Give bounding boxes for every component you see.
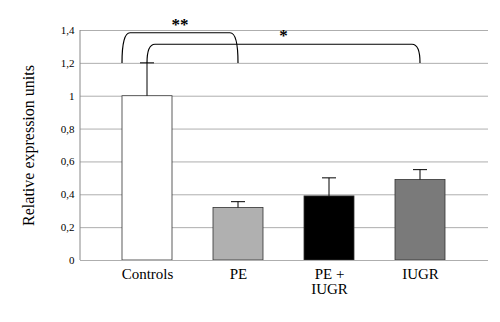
svg-text:0,8: 0,8 (61, 123, 75, 135)
svg-text:1,2: 1,2 (61, 57, 75, 69)
svg-text:0: 0 (69, 254, 75, 266)
svg-text:1,4: 1,4 (61, 24, 75, 36)
svg-text:Relative expression units: Relative expression units (20, 65, 38, 226)
svg-text:0,6: 0,6 (61, 155, 75, 167)
svg-text:1: 1 (69, 90, 75, 102)
svg-text:*: * (279, 26, 288, 45)
svg-text:IUGR: IUGR (402, 266, 439, 282)
svg-text:0,2: 0,2 (61, 221, 75, 233)
svg-text:PE: PE (230, 266, 248, 282)
svg-text:Controls: Controls (122, 266, 174, 282)
svg-text:0,4: 0,4 (61, 188, 75, 200)
svg-text:PE +IUGR: PE +IUGR (311, 266, 348, 297)
svg-text:**: ** (172, 15, 189, 34)
